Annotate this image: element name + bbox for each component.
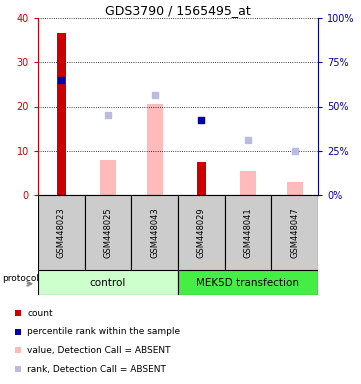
Bar	[15, 348, 21, 353]
Bar	[178, 195, 225, 270]
Bar	[240, 170, 256, 195]
Text: GSM448041: GSM448041	[244, 207, 252, 258]
Bar	[38, 270, 178, 295]
Text: GSM448047: GSM448047	[290, 207, 299, 258]
Bar	[57, 33, 66, 195]
Point	[105, 112, 111, 118]
Title: GDS3790 / 1565495_at: GDS3790 / 1565495_at	[105, 4, 251, 17]
Text: protocol: protocol	[2, 274, 39, 283]
Bar	[100, 160, 116, 195]
Point	[199, 117, 204, 123]
Bar	[225, 195, 271, 270]
Point	[152, 93, 157, 99]
Text: control: control	[90, 278, 126, 288]
Bar	[85, 195, 131, 270]
Bar	[178, 270, 318, 295]
Text: percentile rank within the sample: percentile rank within the sample	[27, 327, 180, 336]
Bar	[131, 195, 178, 270]
Point	[58, 77, 64, 83]
Bar	[38, 195, 85, 270]
Point	[292, 148, 297, 154]
Bar	[197, 162, 206, 195]
Bar	[287, 182, 303, 195]
Text: rank, Detection Call = ABSENT: rank, Detection Call = ABSENT	[27, 364, 166, 374]
Text: GSM448025: GSM448025	[104, 207, 113, 258]
Text: GSM448043: GSM448043	[150, 207, 159, 258]
Bar	[147, 104, 163, 195]
Text: count: count	[27, 309, 53, 318]
Bar	[15, 366, 21, 372]
Point	[245, 137, 251, 143]
Bar	[15, 329, 21, 335]
Text: GSM448029: GSM448029	[197, 207, 206, 258]
Text: MEK5D transfection: MEK5D transfection	[196, 278, 300, 288]
Bar	[271, 195, 318, 270]
Text: value, Detection Call = ABSENT: value, Detection Call = ABSENT	[27, 346, 170, 355]
Bar	[15, 310, 21, 316]
Text: GSM448023: GSM448023	[57, 207, 66, 258]
